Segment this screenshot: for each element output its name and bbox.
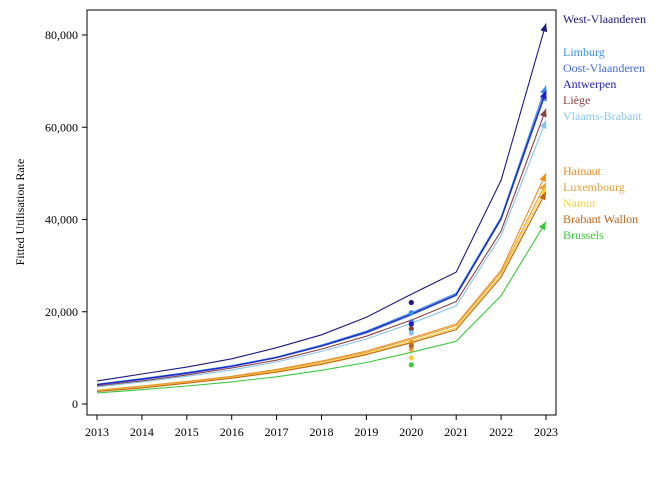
legend-label: Antwerpen <box>563 77 616 91</box>
legend-label: Oost-Vlaanderen <box>563 61 645 75</box>
y-tick-label: 60,000 <box>45 120 78 134</box>
observed-point <box>408 310 414 316</box>
series-arrowhead <box>540 23 548 33</box>
x-tick-label: 2013 <box>85 425 109 439</box>
series-line <box>96 173 547 391</box>
y-tick-label: 0 <box>72 397 78 411</box>
observed-point <box>408 355 414 361</box>
series-vlaams-brabant <box>96 120 547 388</box>
observed-point <box>408 346 414 353</box>
x-tick-label: 2014 <box>130 425 154 439</box>
x-tick-label: 2019 <box>354 425 378 439</box>
series-namur <box>96 186 547 392</box>
series-line <box>96 182 547 392</box>
series-oost-vlaanderen <box>96 92 547 386</box>
x-tick-label: 2023 <box>534 425 558 439</box>
legend: West-Vlaanderen Limburg Oost-Vlaanderen Ant… <box>563 12 646 242</box>
series-hainaut <box>96 173 547 391</box>
series-line <box>96 221 547 394</box>
series-brabant-wallon <box>96 191 547 393</box>
x-tick-label: 2022 <box>489 425 513 439</box>
series-line <box>96 23 547 382</box>
series-line <box>96 120 547 388</box>
observed-point <box>408 343 414 349</box>
series-arrowhead <box>539 120 547 130</box>
x-tick-label: 2017 <box>265 425 289 439</box>
legend-label: Brussels <box>563 228 604 242</box>
series-arrowhead <box>540 90 547 100</box>
observed-point <box>408 326 414 332</box>
series-line <box>96 90 547 386</box>
series-line <box>96 92 547 386</box>
legend-label: Luxembourg <box>563 180 625 194</box>
series-brussels <box>96 221 547 394</box>
y-tick-label: 40,000 <box>45 213 78 227</box>
series-arrowhead <box>538 221 546 231</box>
x-tick-label: 2015 <box>175 425 199 439</box>
legend-label: Brabant Wallon <box>563 212 638 226</box>
legend-label: Hainaut <box>563 164 602 178</box>
series-line <box>96 108 547 387</box>
observed-point <box>408 330 414 336</box>
series-line <box>96 186 547 392</box>
observed-point <box>408 299 414 306</box>
series-arrowhead <box>539 173 546 183</box>
series-line <box>96 85 547 385</box>
series-luxembourg <box>96 182 547 392</box>
series-li-ge <box>96 108 547 387</box>
series-arrowhead <box>539 191 546 201</box>
legend-label: West-Vlaanderen <box>563 12 646 26</box>
y-tick-label: 20,000 <box>45 305 78 319</box>
x-tick-label: 2016 <box>220 425 244 439</box>
x-tick-label: 2018 <box>310 425 334 439</box>
series-limburg <box>96 85 547 385</box>
legend-label: Namur <box>563 196 596 210</box>
series-arrowhead <box>540 108 547 118</box>
legend-label: Liège <box>563 93 590 107</box>
series-layer <box>96 23 548 394</box>
legend-label: Limburg <box>563 45 605 59</box>
series-west-vlaanderen <box>96 23 548 382</box>
observed-points-layer <box>408 299 414 368</box>
x-tick-label: 2020 <box>399 425 423 439</box>
observed-point <box>408 321 414 327</box>
y-axis-label: Fitted Utilisation Rate <box>13 159 27 266</box>
series-antwerpen <box>96 90 547 386</box>
observed-point <box>408 362 414 368</box>
x-tick-label: 2021 <box>444 425 468 439</box>
series-line <box>96 191 547 393</box>
y-axis: 0 20,000 40,000 60,000 80,000 <box>45 28 87 411</box>
x-axis: 2013 2014 2015 2016 2017 2018 2019 2020 2021 2022… <box>85 415 558 439</box>
legend-label: Vlaams-Brabant <box>563 109 642 123</box>
y-tick-label: 80,000 <box>45 28 78 42</box>
